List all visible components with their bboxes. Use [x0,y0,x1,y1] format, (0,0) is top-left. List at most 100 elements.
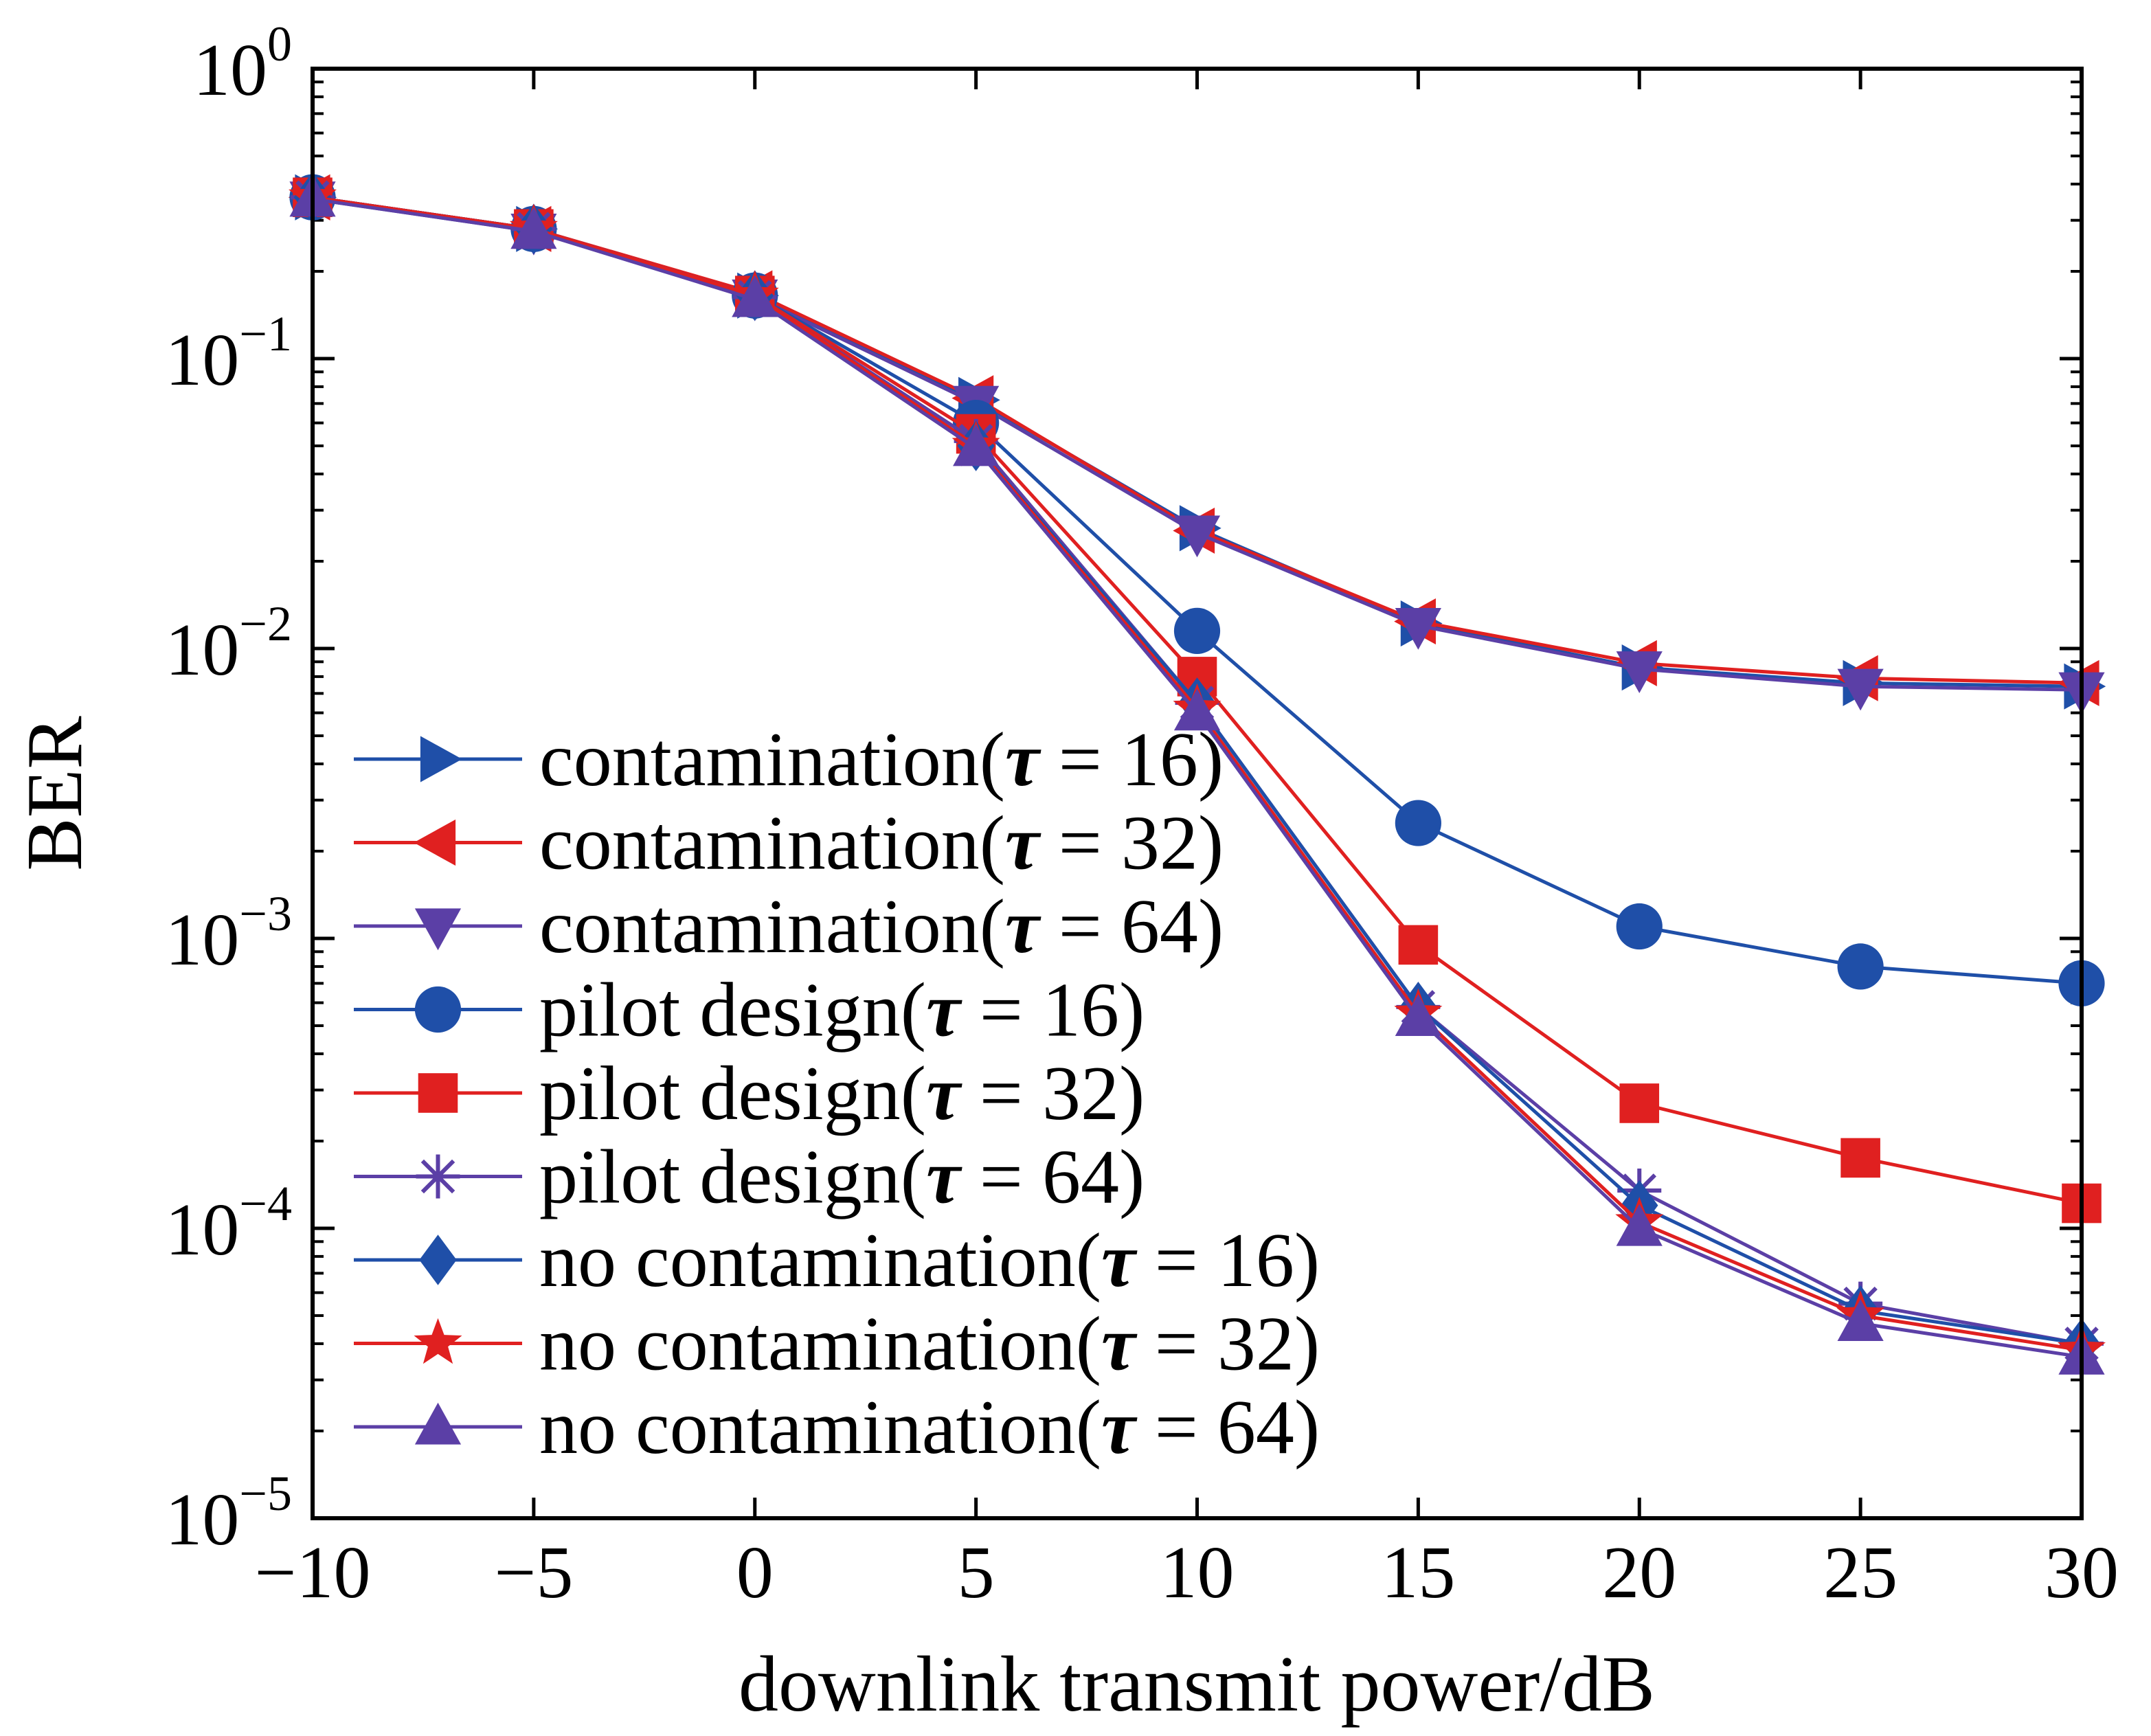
data-point [953,424,1000,466]
x-tick-label: 0 [736,1532,774,1614]
legend-label-tau: τ [1101,1218,1138,1303]
marker-square [418,1073,458,1113]
x-axis-label: downlink transmit power/dB [739,1641,1655,1728]
legend-label: no contamination(τ = 32) [539,1302,1320,1387]
legend-label-prefix: pilot design( [539,1051,926,1136]
x-tick-label: 20 [1602,1532,1676,1614]
legend-label-tau-value: 32 [1121,801,1198,886]
legend-label-eq: = [1039,717,1121,802]
legend-label-close: ) [1294,1302,1320,1387]
legend-label-close: ) [1198,884,1224,969]
data-point [1616,903,1663,950]
y-tick-label: 10−4 [165,1176,292,1271]
marker-triangle-right [420,736,462,782]
series-lines [288,172,2106,1375]
legend-label-tau-value: 32 [1217,1302,1294,1387]
legend-label-eq: = [960,1051,1042,1136]
marker-triangle-up [414,1402,462,1445]
legend-label-prefix: contamination( [539,717,1005,802]
legend-label-tau-value: 16 [1121,717,1198,802]
legend-label-tau: τ [1005,801,1041,886]
y-tick-base: 10 [165,1479,239,1561]
data-point [1173,607,1221,654]
data-point [1173,688,1221,731]
y-axis-label: BER [11,716,99,871]
data-point [1837,943,1884,990]
y-tick-exp: −5 [239,1466,292,1521]
legend-label-eq: = [1039,884,1121,969]
legend-label-eq: = [960,968,1042,1053]
marker-star [414,1318,462,1364]
legend-label-tau: τ [926,968,962,1053]
legend-label-eq: = [960,1135,1042,1220]
legend-label-tau-value: 16 [1042,968,1119,1053]
data-point [1837,668,1884,711]
data-point [1619,1083,1660,1123]
legend-label-tau: τ [1101,1385,1138,1470]
legend-label: contamination(τ = 32) [539,801,1224,886]
data-point [1837,1299,1884,1341]
legend-label: contamination(τ = 64) [539,884,1224,969]
data-point [1395,994,1441,1036]
legend-label-close: ) [1119,1135,1145,1220]
legend-entry: no contamination(τ = 64) [354,1385,1320,1470]
legend-label-tau-value: 64 [1217,1385,1294,1470]
legend-label-close: ) [1198,717,1224,802]
legend-entry: pilot design(τ = 64) [354,1135,1145,1220]
legend-label-eq: = [1039,801,1121,886]
legend-label-tau-value: 64 [1121,884,1198,969]
legend-label-close: ) [1119,968,1145,1053]
legend-label: no contamination(τ = 16) [539,1218,1320,1303]
legend-label-close: ) [1294,1218,1320,1303]
y-tick-base: 10 [165,609,239,691]
marker-triangle-down [414,908,462,951]
data-point [732,275,778,317]
marker-circle [414,986,462,1033]
legend-label-close: ) [1198,801,1224,886]
legend-label-tau: τ [1101,1302,1138,1387]
legend-entry: pilot design(τ = 16) [354,968,1145,1053]
y-tick-label: 10−1 [165,306,292,401]
y-tick-exp: −4 [239,1176,292,1231]
legend-label-tau-value: 16 [1217,1218,1294,1303]
y-tick-base: 10 [165,1189,239,1271]
data-point [510,207,557,249]
legend-entry: pilot design(τ = 32) [354,1051,1145,1136]
legend-label-prefix: pilot design( [539,1135,926,1220]
legend-label: pilot design(τ = 16) [539,968,1145,1053]
legend-entry: contamination(τ = 16) [354,717,1224,802]
legend-label: pilot design(τ = 32) [539,1051,1145,1136]
y-tick-label: 10−3 [165,886,292,981]
legend-label-prefix: contamination( [539,884,1005,969]
data-point [1616,1204,1663,1246]
series-8 [289,174,2105,1375]
data-point [1398,925,1439,965]
legend-label: contamination(τ = 16) [539,717,1224,802]
y-tick-label: 100 [193,16,292,111]
y-tick-exp: −2 [239,596,292,651]
plot-frame [311,67,2084,1520]
marker-triangle-left [414,819,456,866]
x-tick-label: −5 [494,1532,573,1614]
legend-label-tau-value: 64 [1042,1135,1119,1220]
legend-label-tau: τ [1005,884,1041,969]
x-tick-label: 10 [1160,1532,1235,1614]
marker-diamond [419,1235,457,1285]
legend-label-tau: τ [926,1051,962,1136]
x-tick-label: 5 [958,1532,995,1614]
legend-label-eq: = [1136,1218,1217,1303]
legend-entry: contamination(τ = 64) [354,884,1224,969]
y-tick-exp: 0 [267,16,292,71]
y-tick-base: 10 [165,319,239,401]
legend-label-prefix: contamination( [539,801,1005,886]
legend: contamination(τ = 16)contamination(τ = 3… [354,717,1320,1470]
legend-entry: no contamination(τ = 16) [354,1218,1320,1303]
data-point [1616,651,1663,693]
x-tick-label: 25 [1823,1532,1897,1614]
y-tick-label: 10−5 [165,1466,292,1561]
legend-entry: contamination(τ = 32) [354,801,1224,886]
legend-label-tau-value: 32 [1042,1051,1119,1136]
data-point [1173,515,1221,558]
